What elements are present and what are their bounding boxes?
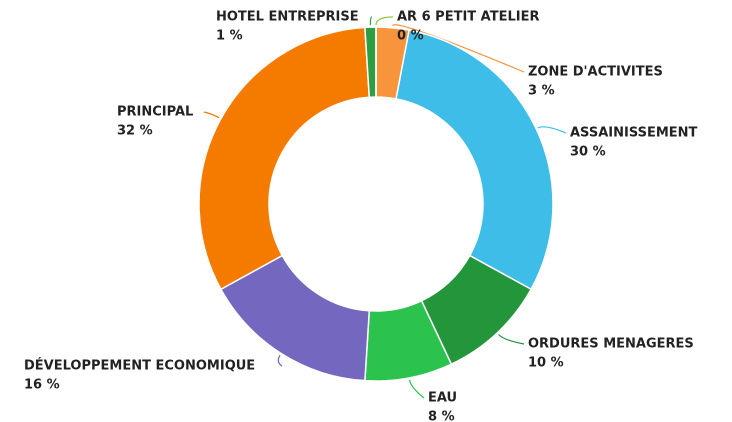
slice-label: EAU: [428, 391, 457, 406]
leader-line: [392, 24, 525, 73]
slice-label: AR 6 PETIT ATELIER: [397, 10, 540, 25]
slice-value: 10 %: [528, 356, 564, 371]
leader-line: [203, 111, 220, 119]
slice-label: HOTEL ENTREPRISE: [216, 10, 359, 25]
slice-value: 1 %: [216, 29, 243, 44]
slice-value: 30 %: [570, 145, 606, 160]
slice: [395, 29, 554, 291]
slice-value: 32 %: [117, 124, 153, 139]
slice-label: PRINCIPAL: [117, 105, 193, 120]
leader-line: [369, 16, 373, 26]
slice-value: 16 %: [24, 378, 60, 393]
leader-line: [277, 354, 283, 367]
slice-value: 8 %: [428, 410, 455, 422]
slice: [198, 26, 371, 291]
slice-label: ASSAINISSEMENT: [570, 126, 698, 141]
leader-line: [408, 379, 425, 399]
leader-line: [375, 16, 394, 26]
leader-line: [498, 334, 525, 345]
slice-value: 3 %: [528, 84, 555, 99]
slice-label: ORDURES MENAGERES: [528, 337, 694, 352]
slice-label: ZONE D'ACTIVITES: [528, 65, 663, 80]
slice-value: 0 %: [397, 29, 424, 44]
leader-line: [537, 126, 567, 134]
slice-label: DÉVELOPPEMENT ECONOMIQUE: [24, 358, 255, 374]
